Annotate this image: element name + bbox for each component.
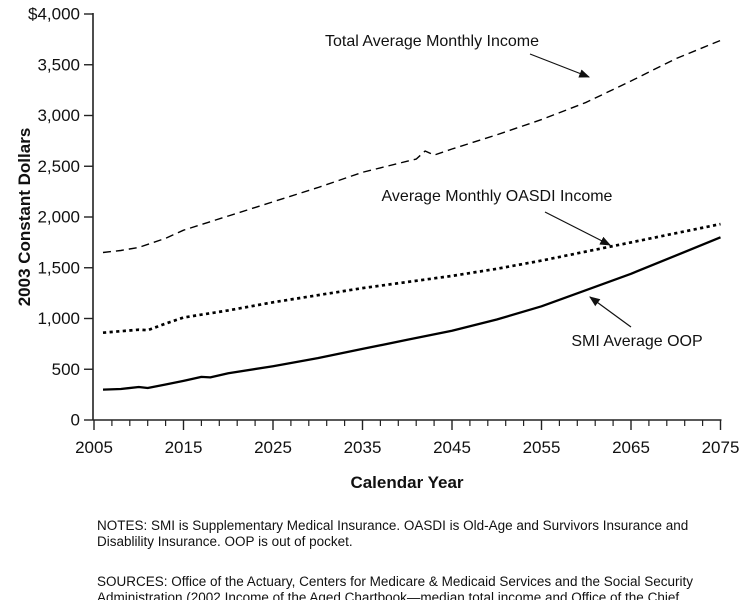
- y-tick-label: 1,000: [37, 309, 80, 328]
- x-tick-label: 2005: [75, 438, 113, 457]
- x-tick-label: 2055: [523, 438, 561, 457]
- y-tick-label: 500: [52, 360, 80, 379]
- y-tick-label: 2,000: [37, 208, 80, 227]
- y-tick-label: $4,000: [28, 5, 80, 24]
- y-tick-label: 1,500: [37, 258, 80, 277]
- income-vs-oop-line-chart: 0 500 1,000 1,500 2,000 2,500 3,000 3,500 $4,000…: [15, 5, 740, 493]
- y-axis-title: 2003 Constant Dollars: [15, 128, 34, 307]
- annotation-arrow: [589, 296, 632, 328]
- notes-text: NOTES: SMI is Supplementary Medical Insu…: [97, 517, 689, 549]
- series-annotation-label: SMI Average OOP: [571, 333, 702, 350]
- y-tick-label: 0: [71, 411, 80, 430]
- annotation-arrow: [544, 211, 611, 246]
- series-annotation-label: Total Average Monthly Income: [325, 33, 539, 50]
- x-tick-label: 2035: [344, 438, 382, 457]
- series-line-average-monthly-oasdi-income: [102, 222, 721, 335]
- x-tick-label: 2025: [254, 438, 292, 457]
- sources-text: SOURCES: Office of the Actuary, Centers …: [97, 574, 694, 600]
- series-line-smi-average-oop: [102, 236, 721, 391]
- annotation-arrow: [529, 53, 591, 78]
- y-tick-label: 3,500: [37, 55, 80, 74]
- x-tick-label: 2075: [702, 438, 740, 457]
- x-tick-label: 2045: [433, 438, 471, 457]
- y-tick-label: 2,500: [37, 157, 80, 176]
- x-tick-label: 2015: [165, 438, 203, 457]
- x-axis-title: Calendar Year: [350, 473, 463, 492]
- series-line-total-average-monthly-income: [102, 39, 721, 254]
- y-tick-label: 3,000: [37, 106, 80, 125]
- series-annotation-label: Average Monthly OASDI Income: [382, 188, 613, 205]
- x-tick-label: 2065: [612, 438, 650, 457]
- figure-notes: NOTES: SMI is Supplementary Medical Insu…: [97, 502, 703, 600]
